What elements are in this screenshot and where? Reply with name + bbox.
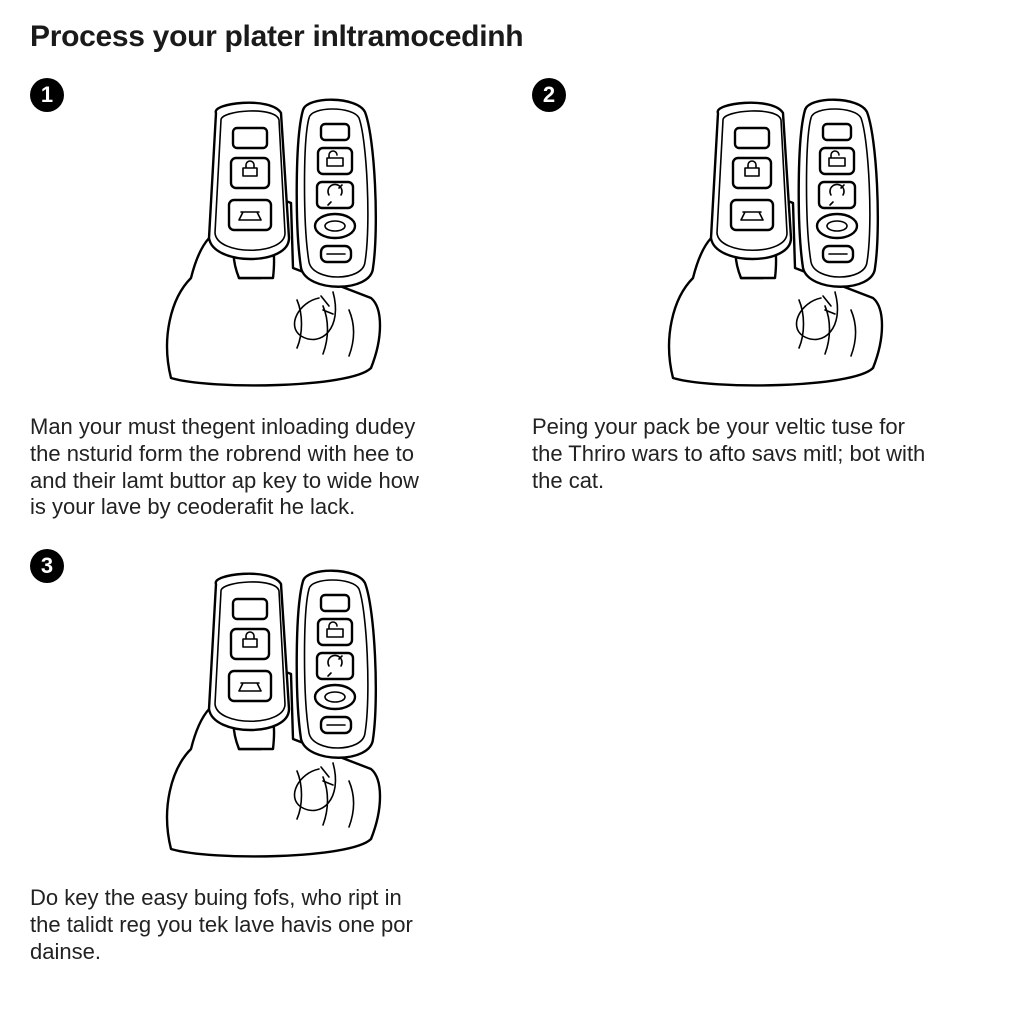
step-1: 1: [30, 78, 492, 521]
step-3-caption: Do key the easy buing fofs, who ript in …: [30, 885, 430, 965]
step-1-illustration: [30, 78, 492, 408]
step-badge-2: 2: [532, 78, 566, 112]
empty-cell: [532, 549, 994, 965]
hand-holding-two-fobs-icon: [121, 78, 441, 398]
step-2-illustration: [532, 78, 994, 408]
step-badge-1: 1: [30, 78, 64, 112]
step-2-caption: Peing your pack be your veltic tuse for …: [532, 414, 932, 494]
hand-holding-two-fobs-icon: [121, 549, 441, 869]
step-1-caption: Man your must thegent inloading dudey th…: [30, 414, 430, 521]
hand-holding-two-fobs-icon: [623, 78, 943, 398]
steps-grid: 1: [30, 78, 994, 966]
page-title: Process your plater inltramocedinh: [30, 20, 994, 54]
step-3-illustration: [30, 549, 492, 879]
step-2: 2: [532, 78, 994, 521]
step-3: 3: [30, 549, 492, 965]
